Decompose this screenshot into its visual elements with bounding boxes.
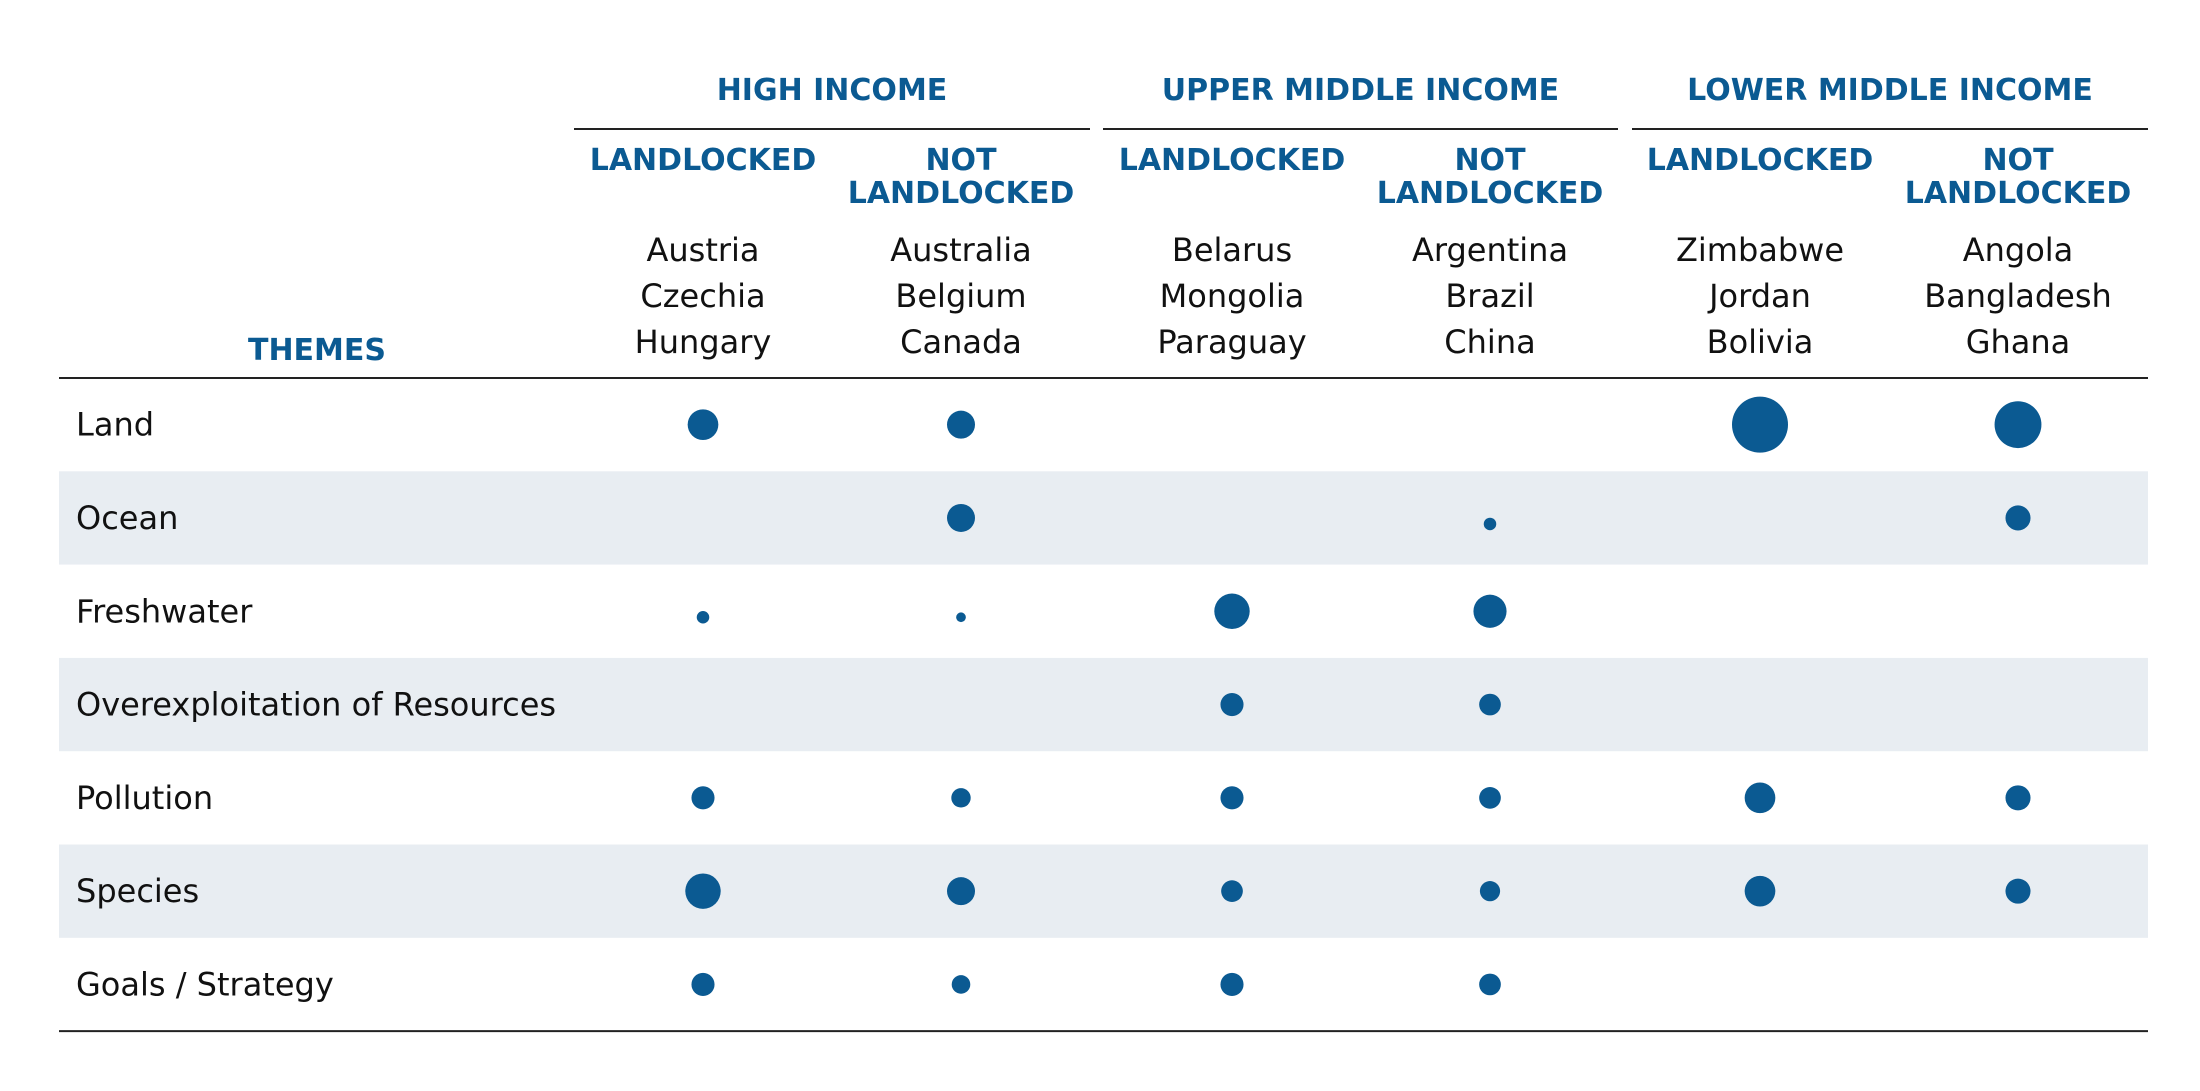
- data-dot: [1744, 875, 1776, 907]
- data-dot: [1479, 693, 1501, 716]
- country-label: Bolivia: [1707, 323, 1814, 361]
- income-group-title: LOWER MIDDLE INCOME: [1687, 73, 2093, 108]
- income-group-title: UPPER MIDDLE INCOME: [1162, 73, 1559, 108]
- column-subtitle: NOT: [1982, 143, 2054, 178]
- row-band: [59, 657, 2148, 752]
- data-dot: [1214, 593, 1250, 629]
- data-dot: [1732, 396, 1788, 453]
- row-band: [59, 471, 2148, 565]
- data-dot: [947, 410, 975, 439]
- data-dot: [2005, 785, 2031, 811]
- column-subtitle: LANDLOCKED: [1377, 176, 1604, 211]
- data-dot: [1994, 401, 2042, 449]
- column-subtitle: NOT: [925, 143, 997, 178]
- data-dot: [691, 972, 715, 996]
- column-subtitle: LANDLOCKED: [1905, 176, 2132, 211]
- theme-row-label: Species: [76, 872, 199, 910]
- country-label: Angola: [1963, 231, 2074, 269]
- country-label: Jordan: [1707, 277, 1811, 315]
- column-subtitle: LANDLOCKED: [1647, 143, 1874, 178]
- data-dot: [2005, 878, 2031, 904]
- data-dot: [956, 612, 966, 623]
- data-dot: [1221, 880, 1243, 902]
- data-dot: [1479, 787, 1501, 809]
- data-dot: [687, 409, 719, 440]
- data-dot: [685, 873, 721, 909]
- country-label: Brazil: [1445, 277, 1534, 315]
- data-dot: [947, 877, 975, 906]
- income-group-title: HIGH INCOME: [717, 73, 948, 108]
- country-label: Bangladesh: [1924, 277, 2112, 315]
- data-dot: [1479, 973, 1501, 996]
- theme-row-label: Land: [76, 406, 154, 444]
- data-dot: [951, 788, 971, 808]
- country-label: Czechia: [640, 277, 765, 315]
- column-subtitle: LANDLOCKED: [1119, 143, 1346, 178]
- column-subtitle: NOT: [1454, 143, 1526, 178]
- country-label: Belarus: [1172, 231, 1292, 269]
- data-dot: [947, 503, 975, 532]
- theme-row-label: Pollution: [76, 779, 213, 817]
- theme-row-label: Overexploitation of Resources: [76, 686, 556, 724]
- data-dot: [951, 975, 971, 994]
- data-dot: [2005, 505, 2031, 531]
- data-dot: [1220, 972, 1244, 996]
- theme-row-label: Ocean: [76, 499, 178, 537]
- data-dot: [1483, 517, 1497, 531]
- data-dot: [1220, 786, 1244, 810]
- row-band: [59, 844, 2148, 938]
- theme-row-label: Freshwater: [76, 592, 253, 630]
- data-dot: [1220, 693, 1244, 717]
- country-label: Hungary: [635, 323, 772, 361]
- data-dot: [1744, 782, 1776, 814]
- column-subtitle: LANDLOCKED: [848, 176, 1075, 211]
- column-subtitle: LANDLOCKED: [590, 143, 817, 178]
- data-dot: [691, 786, 715, 810]
- country-label: China: [1444, 323, 1535, 361]
- data-dot: [696, 610, 710, 624]
- country-label: Paraguay: [1157, 323, 1306, 361]
- country-label: Canada: [900, 323, 1022, 361]
- country-label: Zimbabwe: [1676, 231, 1844, 269]
- country-label: Austria: [646, 231, 759, 269]
- country-label: Mongolia: [1160, 277, 1305, 315]
- country-label: Australia: [890, 231, 1032, 269]
- data-dot: [1473, 594, 1507, 628]
- country-label: Argentina: [1412, 231, 1568, 269]
- country-label: Belgium: [895, 277, 1026, 315]
- themes-header: THEMES: [248, 333, 386, 368]
- data-dot: [1479, 881, 1501, 902]
- theme-row-label: Goals / Strategy: [76, 965, 334, 1003]
- country-label: Ghana: [1966, 323, 2071, 361]
